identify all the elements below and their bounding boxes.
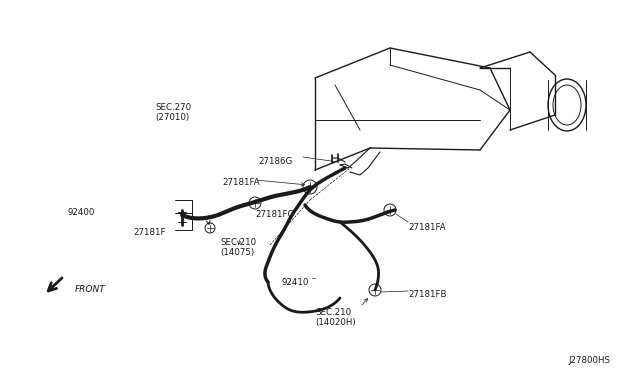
Text: 92400: 92400 [68, 208, 95, 217]
Text: 92410: 92410 [282, 278, 309, 287]
Text: 27181FC: 27181FC [255, 210, 294, 219]
Text: 27181FA: 27181FA [408, 223, 445, 232]
Text: 27181F: 27181F [133, 228, 166, 237]
Text: 27181FB: 27181FB [408, 290, 447, 299]
Text: 27181FA: 27181FA [222, 178, 260, 187]
Text: J27800HS: J27800HS [568, 356, 610, 365]
Text: SEC.210
(14075): SEC.210 (14075) [220, 238, 256, 257]
Text: SEC.210
(14020H): SEC.210 (14020H) [315, 308, 356, 327]
Text: FRONT: FRONT [75, 285, 106, 294]
Text: 27186G: 27186G [258, 157, 292, 166]
Text: SEC.270
(27010): SEC.270 (27010) [155, 103, 191, 122]
